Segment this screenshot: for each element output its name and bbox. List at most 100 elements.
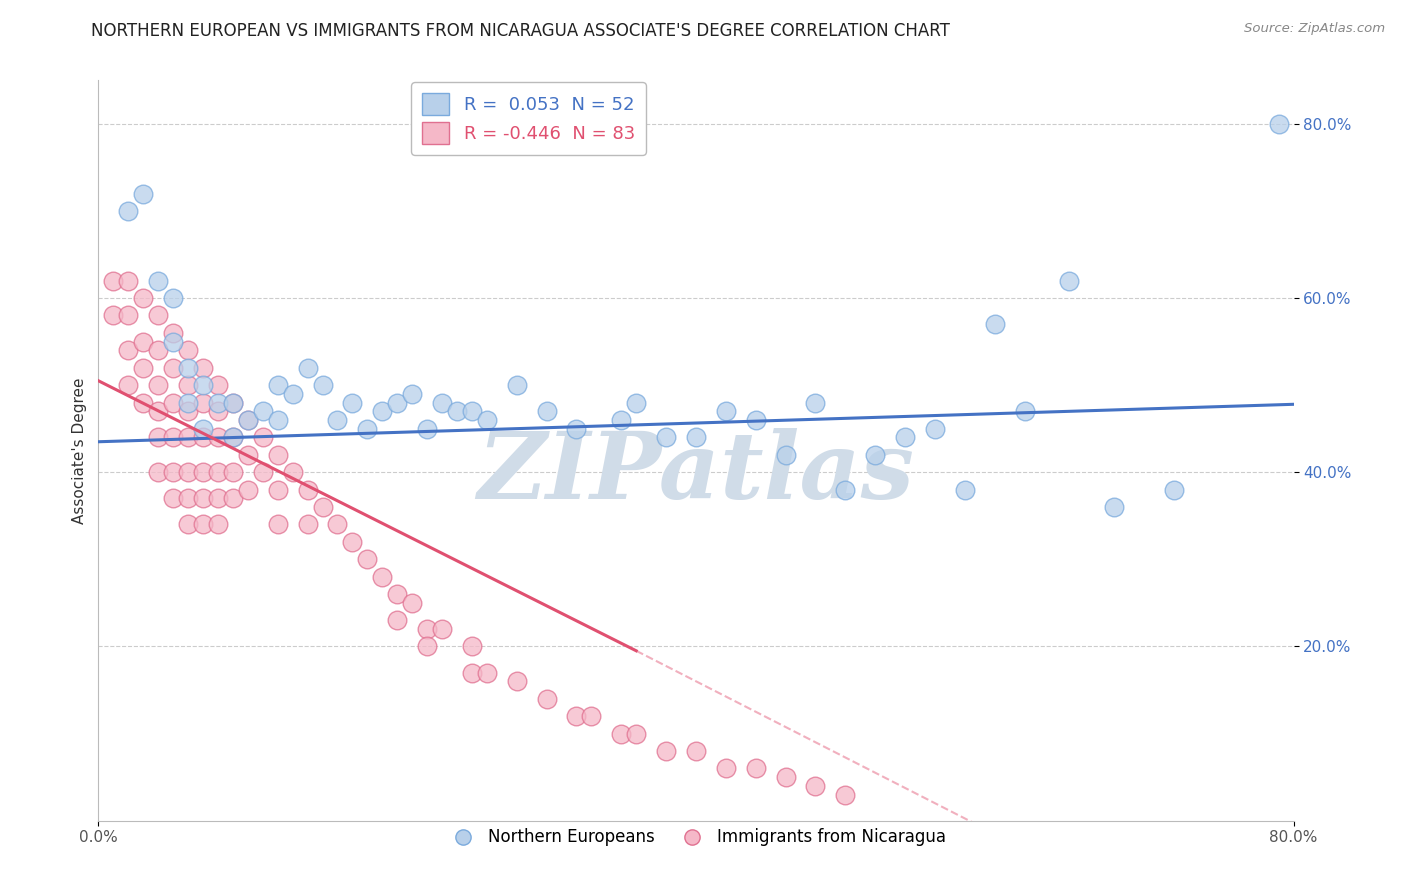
- Point: [222, 395, 245, 409]
- Point: [177, 378, 200, 392]
- Point: [177, 491, 200, 506]
- Point: [117, 274, 139, 288]
- Point: [430, 622, 453, 636]
- Point: [924, 422, 946, 436]
- Point: [685, 744, 707, 758]
- Point: [177, 517, 200, 532]
- Point: [177, 465, 200, 479]
- Point: [342, 395, 364, 409]
- Point: [207, 404, 229, 418]
- Point: [430, 395, 453, 409]
- Point: [191, 517, 214, 532]
- Point: [117, 343, 139, 358]
- Point: [714, 404, 737, 418]
- Point: [177, 360, 200, 375]
- Point: [401, 387, 423, 401]
- Point: [207, 517, 229, 532]
- Point: [385, 613, 409, 627]
- Point: [536, 404, 558, 418]
- Point: [626, 726, 648, 740]
- Point: [162, 334, 184, 349]
- Point: [177, 395, 200, 409]
- Point: [148, 404, 170, 418]
- Point: [132, 334, 155, 349]
- Point: [162, 465, 184, 479]
- Point: [162, 360, 184, 375]
- Point: [401, 596, 423, 610]
- Point: [177, 430, 200, 444]
- Point: [207, 378, 229, 392]
- Point: [117, 203, 139, 218]
- Point: [162, 491, 184, 506]
- Point: [267, 483, 290, 497]
- Point: [714, 761, 737, 775]
- Point: [311, 378, 333, 392]
- Point: [148, 430, 170, 444]
- Point: [191, 360, 214, 375]
- Point: [775, 448, 797, 462]
- Point: [626, 395, 648, 409]
- Point: [191, 465, 214, 479]
- Point: [191, 422, 214, 436]
- Point: [865, 448, 887, 462]
- Point: [475, 665, 498, 680]
- Point: [655, 744, 678, 758]
- Point: [236, 413, 259, 427]
- Point: [416, 640, 439, 654]
- Point: [281, 465, 304, 479]
- Point: [281, 387, 304, 401]
- Point: [236, 483, 259, 497]
- Point: [1014, 404, 1036, 418]
- Point: [191, 491, 214, 506]
- Point: [371, 570, 394, 584]
- Point: [207, 430, 229, 444]
- Point: [207, 491, 229, 506]
- Point: [267, 378, 290, 392]
- Point: [461, 640, 484, 654]
- Point: [207, 465, 229, 479]
- Point: [610, 413, 633, 427]
- Point: [1267, 117, 1289, 131]
- Point: [132, 186, 155, 201]
- Point: [655, 430, 678, 444]
- Point: [461, 404, 484, 418]
- Point: [177, 343, 200, 358]
- Point: [685, 430, 707, 444]
- Point: [222, 491, 245, 506]
- Point: [162, 326, 184, 340]
- Text: NORTHERN EUROPEAN VS IMMIGRANTS FROM NICARAGUA ASSOCIATE'S DEGREE CORRELATION CH: NORTHERN EUROPEAN VS IMMIGRANTS FROM NIC…: [91, 22, 950, 40]
- Legend: Northern Europeans, Immigrants from Nicaragua: Northern Europeans, Immigrants from Nica…: [440, 822, 952, 853]
- Point: [148, 465, 170, 479]
- Point: [461, 665, 484, 680]
- Point: [162, 291, 184, 305]
- Point: [252, 465, 274, 479]
- Point: [297, 483, 319, 497]
- Point: [385, 395, 409, 409]
- Point: [894, 430, 917, 444]
- Point: [103, 274, 125, 288]
- Point: [610, 726, 633, 740]
- Point: [207, 395, 229, 409]
- Point: [236, 448, 259, 462]
- Point: [326, 517, 349, 532]
- Point: [1059, 274, 1081, 288]
- Point: [132, 291, 155, 305]
- Point: [222, 430, 245, 444]
- Point: [267, 448, 290, 462]
- Point: [506, 378, 529, 392]
- Point: [148, 378, 170, 392]
- Point: [581, 709, 603, 723]
- Point: [565, 422, 588, 436]
- Point: [745, 413, 768, 427]
- Point: [177, 404, 200, 418]
- Point: [342, 535, 364, 549]
- Point: [984, 317, 1007, 331]
- Point: [326, 413, 349, 427]
- Point: [236, 413, 259, 427]
- Point: [132, 360, 155, 375]
- Point: [191, 430, 214, 444]
- Point: [162, 430, 184, 444]
- Point: [252, 404, 274, 418]
- Point: [222, 465, 245, 479]
- Point: [371, 404, 394, 418]
